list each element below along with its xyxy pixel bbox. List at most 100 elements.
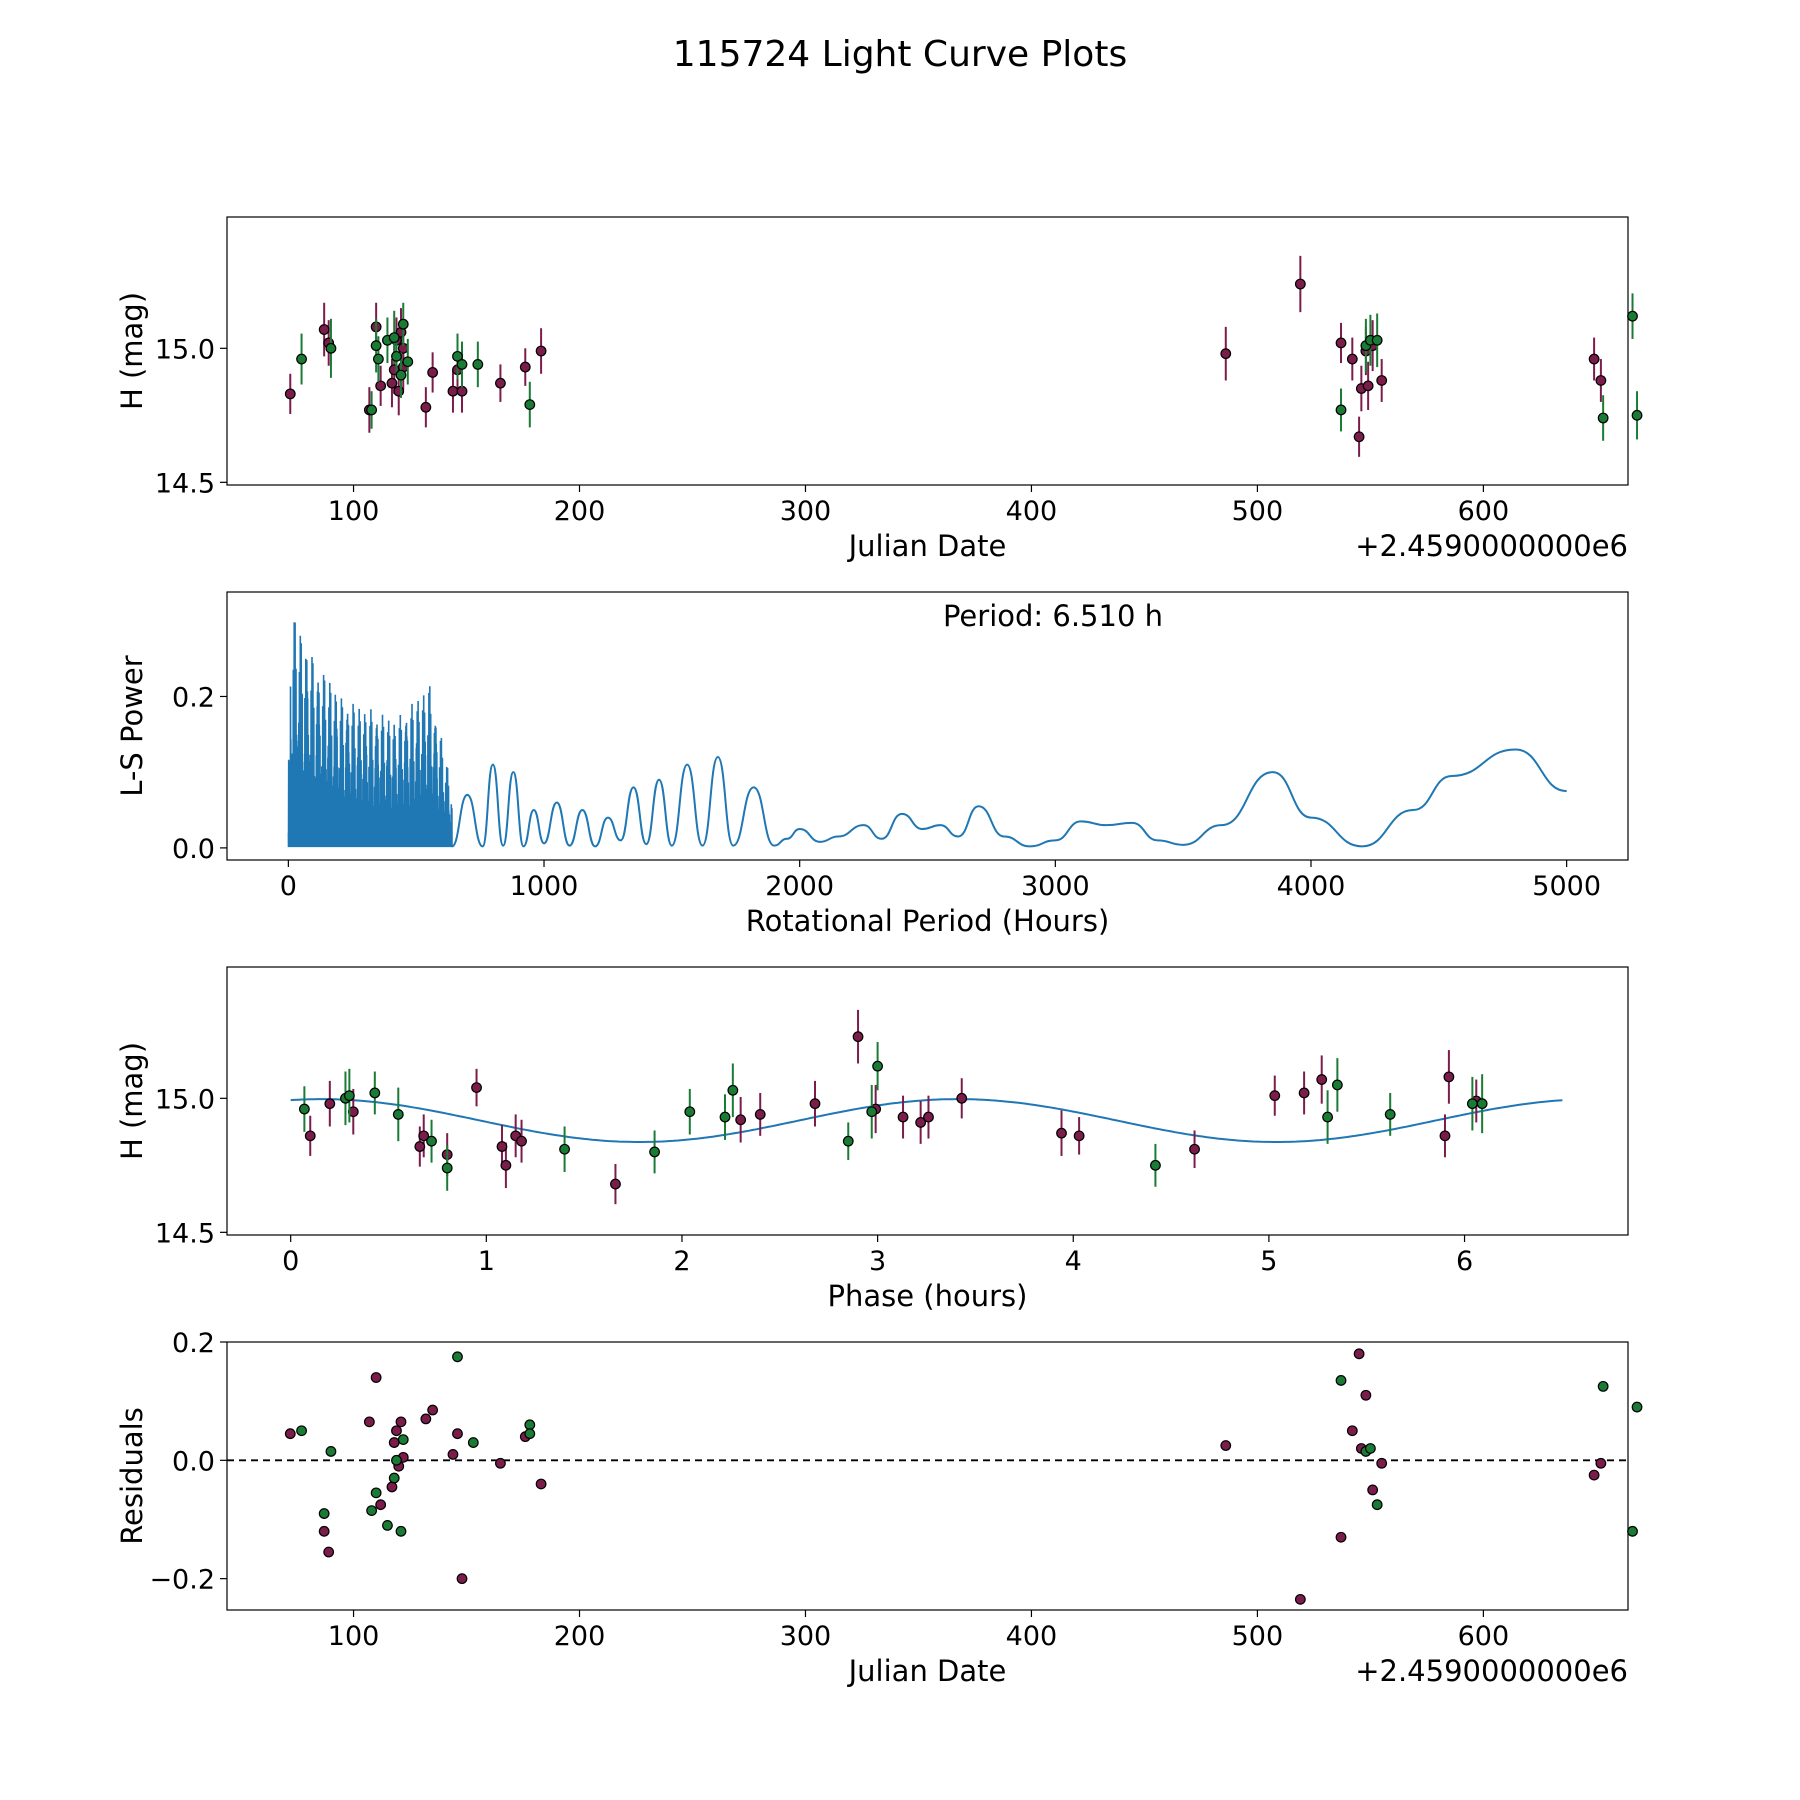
x-tick-label: 300 bbox=[780, 496, 832, 527]
data-point bbox=[1316, 1074, 1328, 1085]
data-point bbox=[388, 332, 400, 344]
data-point bbox=[897, 1111, 909, 1123]
residual-point bbox=[427, 1404, 439, 1416]
x-tick-label: 6 bbox=[1456, 1246, 1473, 1277]
data-point bbox=[402, 356, 414, 368]
data-point bbox=[1439, 1130, 1451, 1142]
residual-point bbox=[1597, 1380, 1609, 1392]
residuals-panel: 100 200 300 400 500 600 −0.2 0.0 0.2 Julian Date R… bbox=[115, 1328, 1643, 1688]
y-axis-label: L-S Power bbox=[115, 655, 149, 796]
residual-point bbox=[284, 1428, 296, 1440]
residual-point bbox=[370, 1372, 382, 1383]
x-tick-label: 5000 bbox=[1532, 871, 1601, 902]
residual-point bbox=[447, 1449, 459, 1460]
data-point bbox=[420, 401, 432, 413]
y-tick-label: 14.5 bbox=[155, 1218, 215, 1249]
residual-point bbox=[323, 1546, 335, 1558]
data-point bbox=[1335, 404, 1347, 416]
data-point bbox=[559, 1143, 570, 1155]
x-tick-label: 5 bbox=[1260, 1246, 1277, 1277]
x-tick-label: 400 bbox=[1006, 496, 1058, 527]
y-tick-label: 0.0 bbox=[172, 1446, 215, 1477]
x-tick-label: 600 bbox=[1458, 1621, 1510, 1652]
residual-point bbox=[363, 1416, 375, 1428]
period-annotation: Period: 6.510 h bbox=[943, 599, 1163, 633]
residual-point bbox=[370, 1487, 382, 1499]
residual-point bbox=[535, 1478, 547, 1490]
data-point bbox=[1322, 1111, 1333, 1123]
residual-point bbox=[391, 1425, 402, 1437]
data-point bbox=[318, 324, 330, 335]
data-point bbox=[1443, 1071, 1455, 1083]
residual-point bbox=[395, 1525, 407, 1537]
data-point bbox=[324, 1098, 336, 1110]
x-tick-label: 600 bbox=[1458, 496, 1510, 527]
data-point bbox=[842, 1135, 854, 1147]
residual-point bbox=[1346, 1425, 1358, 1437]
data-point bbox=[471, 1082, 482, 1093]
residual-point bbox=[1371, 1499, 1383, 1511]
data-point bbox=[304, 1130, 316, 1142]
residual-point bbox=[456, 1573, 468, 1585]
residual-point bbox=[1335, 1375, 1347, 1386]
data-point bbox=[343, 1090, 355, 1102]
residual-series-series_a bbox=[284, 1348, 1607, 1605]
data-point bbox=[395, 369, 407, 381]
residual-point bbox=[397, 1434, 409, 1446]
residual-point bbox=[318, 1508, 330, 1519]
data-point bbox=[1331, 1079, 1343, 1091]
data-point bbox=[852, 1031, 864, 1043]
y-tick-label: −0.2 bbox=[149, 1565, 215, 1596]
data-point bbox=[366, 404, 378, 416]
data-point bbox=[1476, 1098, 1488, 1110]
residual-point bbox=[452, 1351, 463, 1363]
plot-frame bbox=[226, 966, 1629, 1236]
residual-point bbox=[296, 1425, 307, 1437]
residual-point bbox=[1294, 1593, 1306, 1605]
data-point bbox=[1384, 1108, 1396, 1120]
y-axis-label: Residuals bbox=[115, 1407, 149, 1545]
y-tick-label: 14.5 bbox=[155, 468, 215, 499]
residual-point bbox=[1595, 1457, 1607, 1469]
residual-point bbox=[1588, 1469, 1600, 1481]
data-point bbox=[500, 1159, 512, 1171]
data-point bbox=[1294, 278, 1306, 290]
data-point bbox=[427, 367, 439, 378]
residual-point bbox=[495, 1457, 506, 1469]
residual-point bbox=[1220, 1440, 1232, 1451]
data-point bbox=[456, 359, 468, 370]
data-point bbox=[735, 1114, 747, 1126]
light-curve-panel: 100 200 300 400 500 600 14.5 15.0 Julian Date H (… bbox=[115, 216, 1643, 563]
series-series_b bbox=[296, 293, 1643, 441]
x-tick-label: 3 bbox=[869, 1246, 886, 1277]
x-axis-label: Phase (hours) bbox=[828, 1279, 1028, 1313]
x-tick-label: 2000 bbox=[765, 871, 834, 902]
residual-point bbox=[467, 1437, 479, 1448]
x-axis-label: Julian Date bbox=[847, 529, 1007, 563]
periodogram-line bbox=[451, 748, 1567, 848]
x-tick-label: 500 bbox=[1232, 496, 1284, 527]
series-series_a bbox=[304, 1009, 1482, 1205]
data-point bbox=[325, 342, 337, 354]
residual-point bbox=[388, 1472, 400, 1484]
data-point bbox=[1073, 1130, 1085, 1142]
y-tick-label: 0.0 bbox=[172, 834, 215, 865]
plot-frame bbox=[226, 591, 1629, 861]
x-tick-label: 0 bbox=[282, 1246, 299, 1277]
phased-curve-panel: 0 1 2 3 4 5 6 14.5 15.0 Phase (hours) H (mag) bbox=[115, 966, 1629, 1313]
x-tick-label: 0 bbox=[280, 871, 297, 902]
data-point bbox=[447, 385, 459, 397]
x-tick-label: 400 bbox=[1006, 1621, 1058, 1652]
residual-point bbox=[1627, 1525, 1638, 1537]
residual-point bbox=[391, 1454, 402, 1466]
residual-point bbox=[382, 1519, 393, 1531]
y-tick-label: 15.0 bbox=[155, 1084, 215, 1115]
data-point bbox=[519, 361, 531, 373]
data-point bbox=[535, 345, 547, 357]
data-point bbox=[456, 385, 468, 397]
series-series_a bbox=[284, 255, 1607, 457]
periodogram-panel: Period: 6.510 h 0 1000 2000 3000 4000 5000 0.0… bbox=[115, 591, 1629, 938]
x-tick-label: 4 bbox=[1065, 1246, 1082, 1277]
data-point bbox=[1588, 353, 1600, 365]
